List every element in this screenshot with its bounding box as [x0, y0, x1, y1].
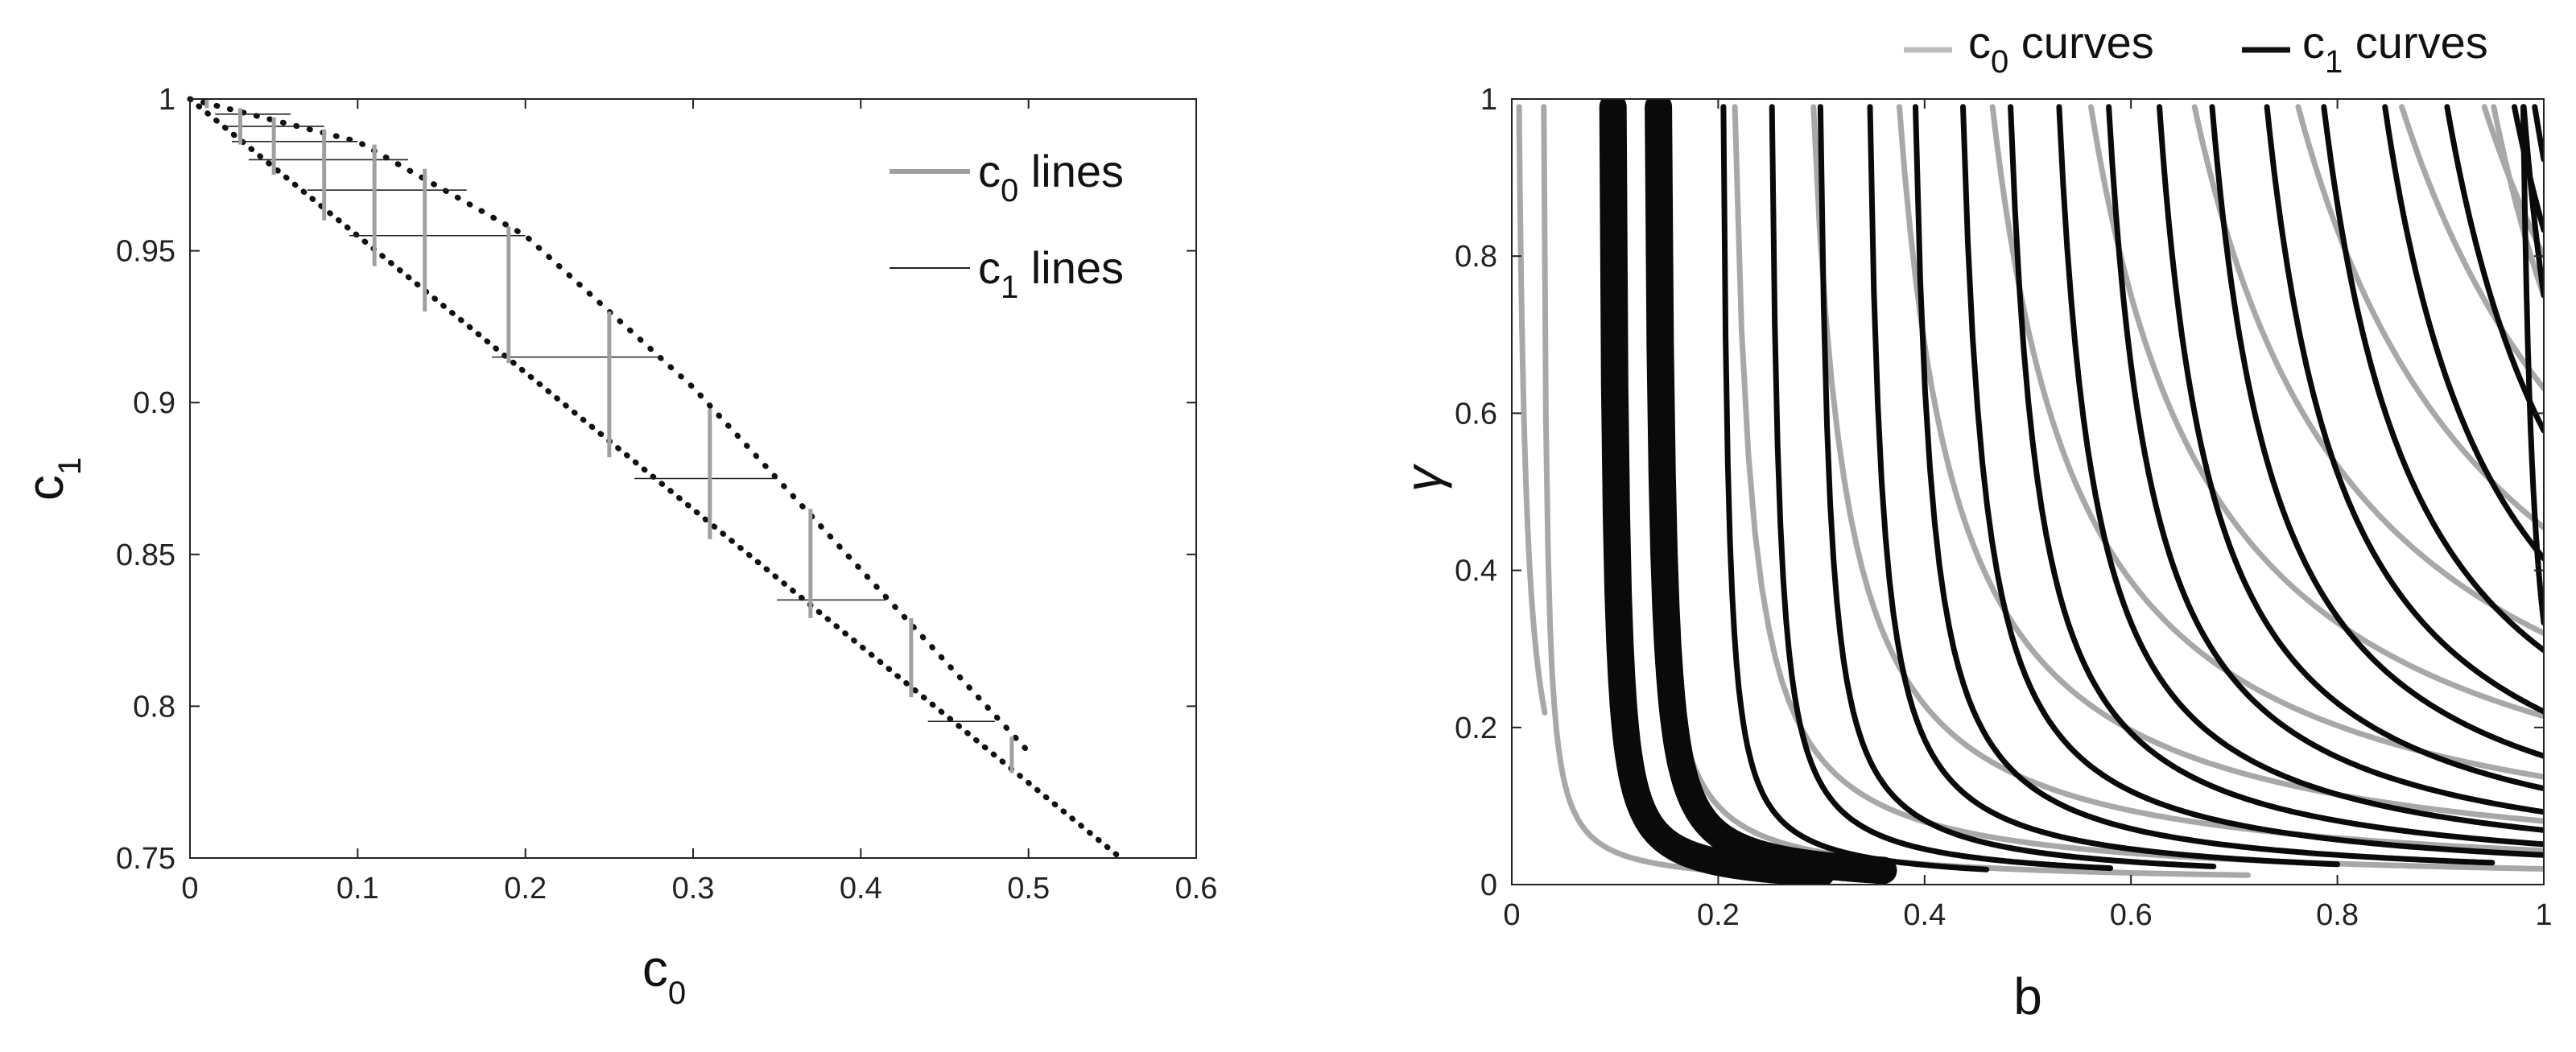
- right-x-tick-label: 0: [1503, 898, 1520, 932]
- right-x-axis-label: b: [2013, 967, 2042, 1025]
- right-x-tick-label: 0.6: [2110, 898, 2153, 932]
- right-legend-label-c1: c1 curves: [2302, 17, 2488, 80]
- right-x-tick-label: 0.8: [2316, 898, 2359, 932]
- c0-curve: [1732, 104, 2544, 872]
- c0-curve: [2399, 104, 2544, 392]
- right-x-tick-label: 0.4: [1903, 898, 1946, 932]
- right-plot-ticks: 0 0.2 0.4 0.6 0.8 1 0 0.2 0.4 0.6 0.8 1: [1455, 83, 2552, 932]
- right-y-axis-label: γ: [1394, 463, 1452, 492]
- left-y-tick-label: 0.9: [133, 386, 175, 420]
- right-y-tick-label: 0: [1480, 868, 1497, 902]
- c0-curve: [2295, 104, 2544, 530]
- left-legend: c0 lines c1 lines: [890, 146, 1124, 305]
- right-plot: 0 0.2 0.4 0.6 0.8 1 0 0.2 0.4 0.6 0.8 1 b γ c0 curv…: [1394, 17, 2553, 1025]
- right-legend-label-c0: c0 curves: [1968, 17, 2154, 80]
- c1-curve: [2056, 104, 2544, 833]
- c0-curve: [2491, 104, 2544, 299]
- left-x-tick-label: 0.4: [840, 872, 882, 906]
- c1-curve: [2321, 104, 2544, 654]
- c1-curve: [1960, 104, 2544, 858]
- left-x-tick-label: 0.1: [336, 872, 379, 906]
- left-legend-label-c1: c1 lines: [978, 242, 1124, 305]
- right-plot-marks: [1516, 99, 2544, 885]
- right-y-tick-label: 0.8: [1455, 240, 1497, 274]
- left-y-tick-label: 0.75: [116, 842, 175, 876]
- left-x-tick-label: 0.6: [1175, 872, 1218, 906]
- right-curves: [1516, 99, 2544, 885]
- left-x-tick-label: 0.3: [672, 872, 715, 906]
- right-y-tick-label: 0.2: [1455, 712, 1497, 745]
- c1-curve: [2264, 104, 2544, 715]
- left-plot-ticks: 0 0.1 0.2 0.3 0.4 0.5 0.6 0.75 0.8 0.85 0.9 0.95 1: [116, 83, 1217, 906]
- left-x-tick-label: 0.2: [504, 872, 547, 906]
- c1-curve: [2532, 104, 2544, 163]
- left-y-tick-label: 0.85: [116, 538, 175, 572]
- c1-curve: [2008, 104, 2544, 848]
- left-plot-marks: [187, 96, 1124, 861]
- c1-curve: [2157, 104, 2544, 792]
- right-plot-frame: [1511, 98, 2545, 885]
- c1-curve: [1645, 99, 1897, 885]
- c0-curve: [1810, 104, 2544, 854]
- c1-curve: [1769, 104, 2114, 872]
- c1-curve: [1913, 104, 2496, 866]
- left-y-tick-label: 0.95: [116, 235, 175, 269]
- c1-curve: [2209, 104, 2544, 759]
- left-y-tick-label: 0.8: [133, 690, 175, 724]
- c0-curve: [1989, 104, 2544, 780]
- right-legend: c0 curves c1 curves: [1904, 17, 2488, 80]
- left-y-tick-label: 1: [159, 83, 175, 117]
- right-x-tick-label: 0.2: [1697, 898, 1740, 932]
- left-legend-label-c0: c0 lines: [978, 146, 1124, 208]
- c0-curve: [1516, 104, 1548, 716]
- c1-curve: [1817, 104, 2217, 869]
- left-plot: 0 0.1 0.2 0.3 0.4 0.5 0.6 0.75 0.8 0.85 0.9 0.95 1 c…: [16, 83, 1217, 1011]
- left-x-tick-label: 0: [181, 872, 198, 906]
- c1-curve: [2106, 104, 2544, 815]
- left-y-axis-label: c1: [16, 457, 88, 501]
- c1-curve: [1720, 104, 1990, 873]
- c1-curve: [1599, 99, 1835, 885]
- left-x-tick-label: 0.5: [1007, 872, 1050, 906]
- c1-curve: [2520, 104, 2544, 299]
- right-x-tick-label: 1: [2535, 898, 2552, 932]
- right-y-tick-label: 0.6: [1455, 397, 1497, 431]
- c1-curve: [2382, 104, 2544, 562]
- c0-curve: [2088, 104, 2544, 720]
- right-y-tick-label: 1: [1480, 83, 1497, 117]
- c1-curve: [2520, 104, 2544, 626]
- left-x-axis-label: c0: [642, 939, 686, 1011]
- right-y-tick-label: 0.4: [1455, 555, 1497, 588]
- c1-curve: [1867, 104, 2341, 868]
- left-upper-boundary: [187, 96, 1032, 755]
